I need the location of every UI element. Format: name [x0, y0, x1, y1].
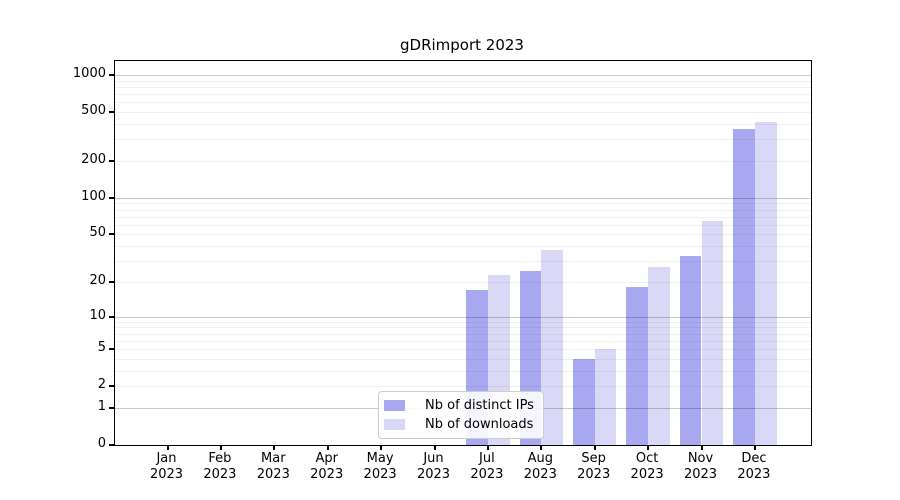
- y-tick-label-100: 100: [81, 188, 106, 204]
- x-tick-mark-jul: [486, 445, 489, 450]
- y-tick-mark-200: [109, 160, 114, 162]
- x-tick-label-sep: Sep 2023: [577, 451, 611, 482]
- x-tick-mark-jan: [166, 445, 169, 450]
- y-tick-label-2: 2: [97, 377, 106, 393]
- y-tick-mark-500: [109, 111, 114, 114]
- y-tick-label-20: 20: [89, 272, 106, 288]
- y-tick-mark-1: [109, 406, 114, 409]
- bar-nb-of-distinct-ips-sep: [572, 358, 595, 445]
- y-tick-label-10: 10: [89, 307, 106, 323]
- bar-nb-of-downloads-nov: [701, 220, 724, 445]
- x-tick-mark-jun: [433, 445, 436, 450]
- legend-entry-nb-of-distinct-ips: Nb of distinct IPs: [384, 396, 537, 415]
- plot-area: [109, 60, 812, 450]
- bar-nb-of-downloads-sep: [594, 349, 617, 445]
- y-tick-label-1: 1: [97, 398, 106, 414]
- x-tick-mark-feb: [219, 445, 222, 450]
- bar-nb-of-downloads-oct: [648, 266, 670, 445]
- y-tick-label-0: 0: [97, 436, 106, 451]
- x-tick-mark-dec: [753, 445, 756, 450]
- x-tick-mark-aug: [540, 445, 543, 450]
- x-tick-label-jul: Jul 2023: [470, 451, 504, 482]
- bar-nb-of-downloads-aug: [541, 250, 564, 445]
- y-tick-label-5: 5: [97, 340, 106, 356]
- legend-entry-nb-of-downloads: Nb of downloads: [384, 415, 537, 434]
- y-tick-label-1000: 1000: [72, 66, 106, 82]
- y-tick-mark-50: [109, 233, 114, 236]
- y-tick-mark-10: [109, 315, 114, 318]
- legend: Nb of distinct IPs Nb of downloads: [378, 391, 544, 439]
- x-tick-label-jan: Jan 2023: [149, 451, 184, 482]
- x-tick-mark-nov: [700, 445, 703, 450]
- y-tick-mark-1000: [109, 74, 114, 77]
- x-tick-mark-sep: [593, 445, 596, 450]
- chart-title: gDRimport 2023: [400, 36, 524, 54]
- bar-nb-of-distinct-ips-nov: [679, 256, 702, 445]
- y-tick-label-500: 500: [81, 103, 106, 119]
- x-tick-label-aug: Aug 2023: [523, 451, 557, 482]
- y-tick-mark-0: [109, 444, 114, 446]
- x-tick-label-may: May 2023: [363, 451, 397, 482]
- bars-layer: [115, 61, 811, 445]
- legend-swatch-icon: [384, 400, 405, 411]
- x-tick-mark-may: [380, 445, 383, 450]
- bar-nb-of-downloads-dec: [754, 122, 777, 445]
- x-tick-mark-apr: [326, 445, 329, 450]
- y-tick-mark-5: [109, 348, 114, 351]
- x-tick-label-jun: Jun 2023: [416, 451, 451, 482]
- x-tick-label-oct: Oct 2023: [630, 451, 664, 482]
- bar-nb-of-distinct-ips-oct: [626, 287, 649, 445]
- x-tick-label-dec: Dec 2023: [737, 451, 771, 482]
- y-tick-label-200: 200: [81, 152, 106, 167]
- x-tick-mark-oct: [647, 445, 650, 450]
- y-tick-mark-20: [109, 280, 114, 283]
- legend-label: Nb of downloads: [425, 416, 534, 432]
- y-tick-label-50: 50: [89, 225, 106, 241]
- x-tick-label-nov: Nov 2023: [683, 451, 718, 482]
- tick-marks-layer: [109, 61, 811, 450]
- x-tick-label-mar: Mar 2023: [256, 451, 290, 482]
- x-tick-mark-mar: [273, 445, 276, 450]
- y-tick-mark-2: [109, 385, 114, 388]
- legend-label: Nb of distinct IPs: [425, 397, 534, 413]
- x-tick-label-feb: Feb 2023: [203, 451, 237, 482]
- x-tick-label-apr: Apr 2023: [310, 451, 344, 482]
- legend-swatch-icon: [384, 419, 405, 430]
- y-tick-mark-100: [109, 196, 114, 199]
- bar-nb-of-distinct-ips-dec: [733, 128, 755, 445]
